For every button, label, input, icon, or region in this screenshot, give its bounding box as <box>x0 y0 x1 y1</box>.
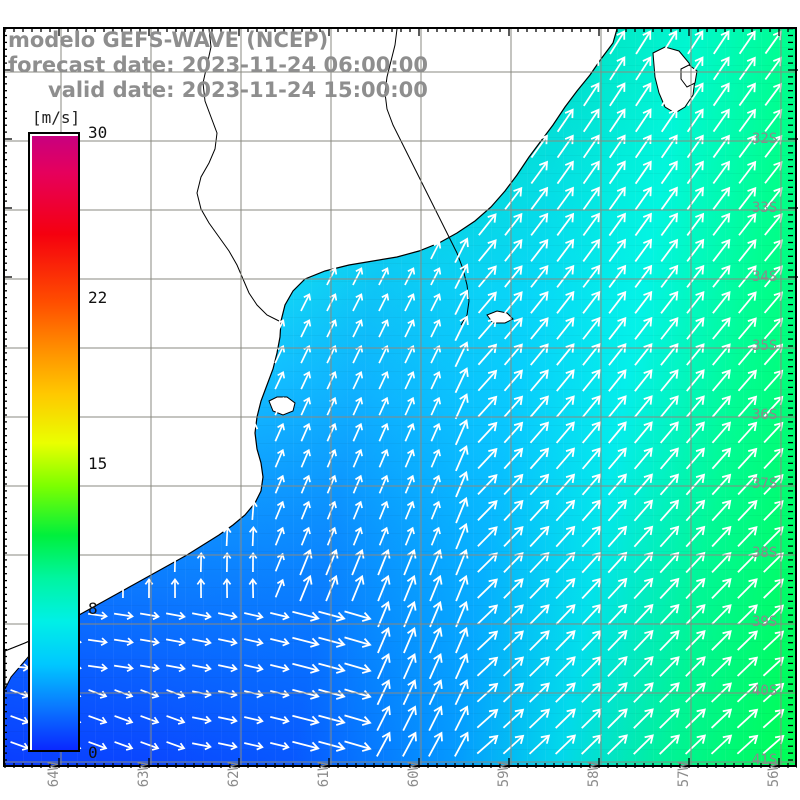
model-title: modelo GEFS-WAVE (NCEP) <box>8 28 329 52</box>
lat-label-35S: 35S <box>752 338 778 354</box>
forecast-date: forecast date: 2023-11-24 06:00:00 <box>8 53 428 77</box>
colorbar-tick-15: 15 <box>88 454 108 473</box>
colorbar-unit-label: [m/s] <box>32 108 81 127</box>
lat-label-38S: 38S <box>752 545 778 561</box>
lon-label-57W: 57W <box>676 762 692 788</box>
lon-label-58W: 58W <box>586 762 602 788</box>
lat-label-41S: 41S <box>752 752 778 768</box>
lon-label-64W: 64W <box>46 762 62 788</box>
valid-date: valid date: 2023-11-24 15:00:00 <box>48 78 428 102</box>
colorbar-tick-30: 30 <box>88 123 108 142</box>
colorbar-tick-8: 8 <box>88 599 98 618</box>
lon-label-59W: 59W <box>496 762 512 788</box>
colorbar-tick-0: 0 <box>88 743 98 762</box>
lat-label-34S: 34S <box>752 269 778 285</box>
land-mask <box>5 29 795 765</box>
colorbar-gradient <box>32 136 78 750</box>
lat-label-39S: 39S <box>752 614 778 630</box>
colorbar-tick-22: 22 <box>88 288 108 307</box>
lon-label-56W: 56W <box>766 762 782 788</box>
lat-label-37S: 37S <box>752 476 778 492</box>
lon-label-60W: 60W <box>406 762 422 788</box>
lat-label-36S: 36S <box>752 407 778 423</box>
lat-label-40S: 40S <box>752 683 778 699</box>
map-plot-area[interactable] <box>3 27 797 767</box>
lon-label-63W: 63W <box>136 762 152 788</box>
colorbar-frame <box>28 132 80 752</box>
lon-label-62W: 62W <box>226 762 242 788</box>
field-clip <box>5 29 795 765</box>
lat-label-33S: 33S <box>752 200 778 216</box>
chart-title-block: modelo GEFS-WAVE (NCEP) forecast date: 2… <box>8 28 628 103</box>
lat-label-32S: 32S <box>752 131 778 147</box>
lon-label-61W: 61W <box>316 762 332 788</box>
